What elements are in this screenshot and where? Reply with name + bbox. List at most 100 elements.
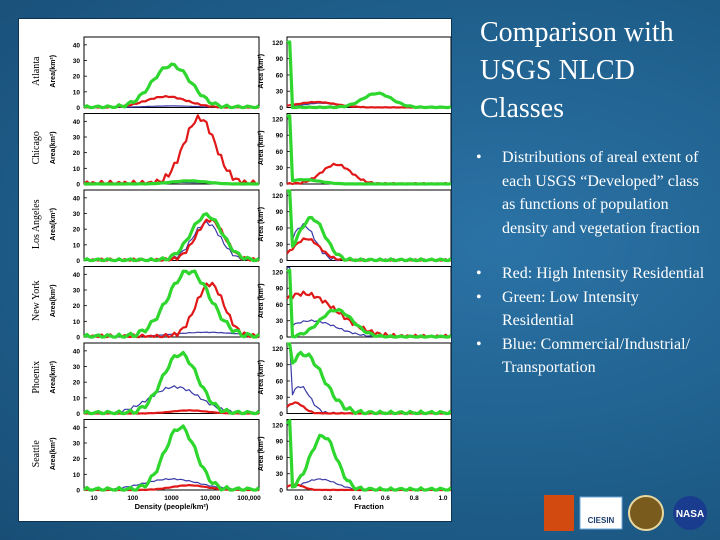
left-ytick-label: 0: [76, 335, 80, 342]
bullet-item: • Green: Low Intensity Residential: [476, 286, 712, 333]
fraction-low-line: [285, 419, 451, 492]
right-ylabel: Area (km²): [258, 283, 265, 318]
left-xtick-label: 100,000: [237, 495, 261, 502]
fraction-high-line: [286, 237, 451, 262]
right-ytick-label: 30: [276, 165, 284, 172]
right-ytick-label: 120: [272, 40, 283, 47]
bullet-item: • Red: High Intensity Residential: [476, 262, 712, 286]
left-ytick-label: 30: [73, 135, 81, 142]
right-xtick-label: 1.0: [438, 495, 447, 502]
bullet-list: • Distributions of areal extent of each …: [476, 146, 712, 380]
left-ytick-label: 40: [73, 425, 81, 432]
right-ytick-label: 60: [276, 378, 284, 385]
left-ytick-label: 0: [76, 182, 80, 189]
right-ylabel: Area (km²): [258, 360, 265, 395]
city-label: Seattle: [31, 440, 42, 468]
left-panel-frame: [83, 36, 260, 108]
left-ytick-label: 10: [73, 242, 81, 249]
bullet-text: Blue: Commercial/Industrial/ Transportat…: [502, 335, 690, 377]
right-ytick-label: 60: [276, 149, 284, 156]
fraction-commercial-line: [287, 343, 451, 415]
left-ytick-label: 40: [73, 119, 81, 126]
fraction-low-line: [286, 114, 451, 186]
left-ytick-label: 40: [73, 272, 81, 279]
right-panel-frame: [286, 342, 451, 414]
seal-logo: [628, 495, 664, 531]
fraction-low-line: [287, 342, 451, 416]
left-ytick-label: 10: [73, 395, 81, 402]
left-ylabel: Area(km²): [50, 55, 57, 88]
fraction-commercial-line: [286, 115, 451, 185]
left-ytick-label: 10: [73, 319, 81, 326]
right-ytick-label: 0: [279, 488, 283, 495]
density-low-line: [82, 350, 261, 416]
left-panel-frame: [83, 266, 260, 338]
nasa-text: NASA: [676, 509, 704, 520]
left-ytick-label: 20: [73, 303, 81, 310]
right-xtick-label: 0.2: [323, 495, 332, 502]
right-panel-frame: [286, 189, 451, 261]
left-xlabel: Density (people/km²): [135, 502, 209, 511]
density-high-line: [83, 114, 259, 186]
bullet-icon: •: [476, 265, 482, 282]
bullet-text: Red: High Intensity Residential: [502, 265, 705, 282]
left-ytick-label: 10: [73, 166, 81, 173]
slide-title: Comparison with USGS NLCD Classes: [480, 17, 674, 124]
right-ytick-label: 90: [276, 362, 284, 369]
right-ytick-label: 0: [279, 182, 283, 189]
bullet-item: • Distributions of areal extent of each …: [476, 146, 712, 240]
bullet-icon: •: [476, 288, 482, 306]
left-ytick-label: 0: [76, 258, 80, 265]
left-ytick-label: 30: [73, 58, 81, 65]
right-xtick-label: 0.0: [294, 495, 303, 502]
fraction-low-line: [286, 268, 451, 339]
left-ytick-label: 10: [73, 89, 81, 96]
right-ytick-label: 60: [276, 302, 284, 309]
right-ytick-label: 30: [276, 395, 284, 402]
left-ylabel: Area(km²): [50, 284, 57, 317]
right-ytick-label: 90: [276, 133, 284, 140]
left-xtick-label: 10,000: [200, 495, 220, 502]
left-xtick-label: 100: [127, 495, 138, 502]
left-ytick-label: 0: [76, 488, 80, 495]
right-ytick-label: 90: [276, 209, 284, 216]
density-low-line: [82, 424, 261, 492]
city-label: New York: [31, 280, 42, 321]
logo-strip-graphics: CIESIN NASA: [544, 495, 707, 531]
fraction-high-line: [286, 290, 451, 339]
right-ylabel: Area (km²): [258, 54, 265, 89]
right-panel-frame: [286, 266, 451, 338]
right-ytick-label: 30: [276, 89, 284, 96]
left-ytick-label: 0: [76, 105, 80, 112]
left-ylabel: Area(km²): [50, 437, 57, 470]
left-ytick-label: 40: [73, 195, 81, 202]
fraction-commercial-line: [286, 421, 451, 491]
right-ytick-label: 60: [276, 225, 284, 232]
fraction-low-line: [286, 40, 451, 110]
right-ytick-label: 120: [272, 269, 283, 276]
right-ytick-label: 0: [279, 335, 283, 342]
city-label: Phoenix: [31, 361, 42, 394]
left-panel-frame: [83, 419, 260, 491]
distribution-figure: Atlanta Area(km²) Area (km²) 0 10 20 30 40 0 30 60…: [18, 18, 452, 522]
right-ytick-label: 120: [272, 346, 283, 353]
right-ylabel: Area (km²): [258, 207, 265, 242]
left-ytick-label: 20: [73, 74, 81, 81]
fraction-low-line: [287, 189, 451, 263]
left-panel-frame: [83, 342, 260, 414]
right-xlabel: Fraction: [354, 502, 384, 511]
right-ytick-label: 0: [279, 258, 283, 265]
left-ytick-label: 20: [73, 227, 81, 234]
left-ytick-label: 20: [73, 150, 81, 157]
density-low-line: [83, 179, 260, 186]
right-ytick-label: 90: [276, 286, 284, 293]
right-ytick-label: 0: [279, 411, 283, 418]
right-ytick-label: 90: [276, 56, 284, 63]
left-panel-frame: [83, 113, 260, 185]
left-xtick-label: 10: [90, 495, 98, 502]
right-ylabel: Area (km²): [258, 436, 265, 471]
right-ytick-label: 120: [272, 193, 283, 200]
logo-strip: CIESIN NASA: [540, 493, 715, 533]
right-ytick-label: 30: [276, 318, 284, 325]
right-ytick-label: 60: [276, 455, 284, 462]
